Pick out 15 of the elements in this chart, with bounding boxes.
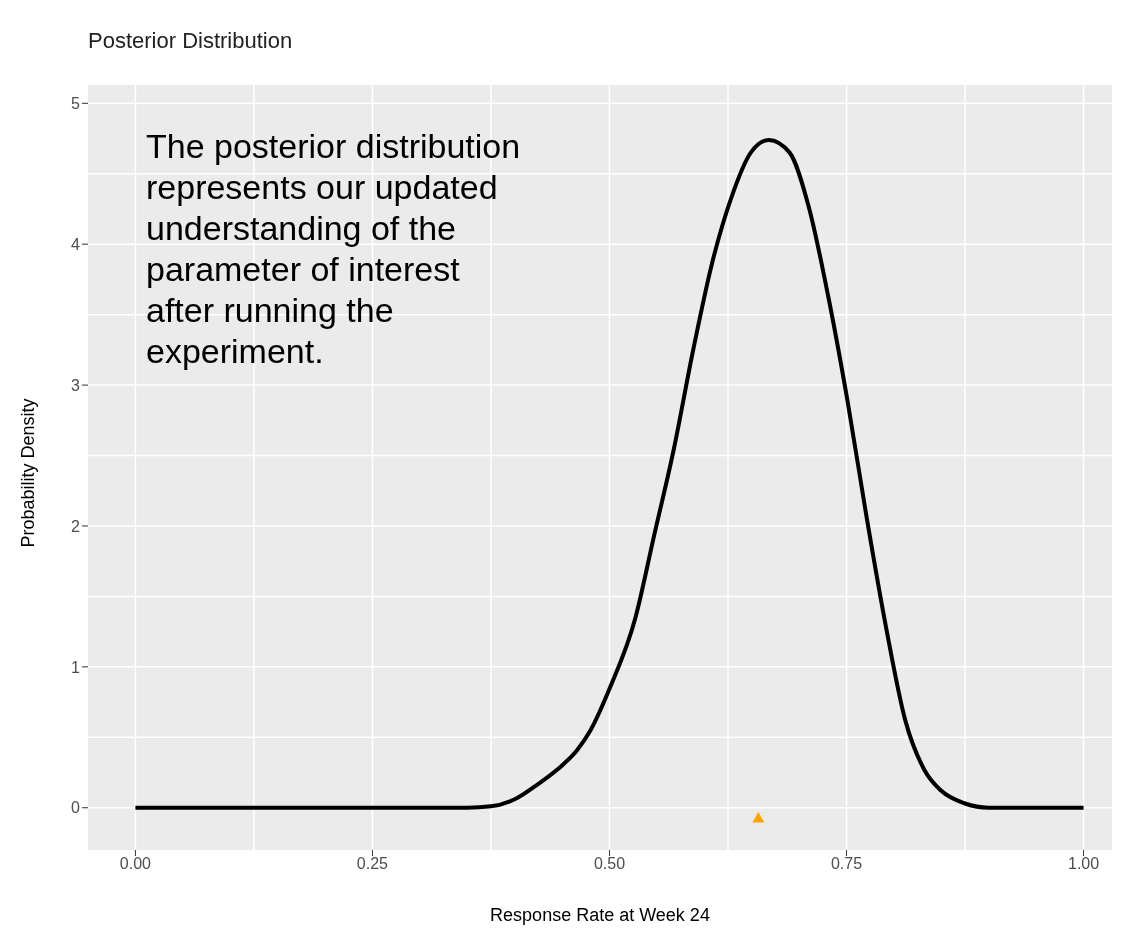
- y-axis-title: Probability Density: [18, 398, 39, 548]
- y-tick-label: 2: [71, 517, 81, 535]
- y-tick-label: 5: [71, 94, 81, 112]
- annotation: The posterior distribution represents our updated understanding of the parameter of interest after running the experiment.: [146, 126, 522, 372]
- x-tick-label: 0.00: [119, 855, 152, 873]
- y-tick-label: 3: [71, 376, 81, 394]
- x-axis-title: Response Rate at Week 24: [490, 905, 710, 925]
- y-tick-label: 0: [71, 799, 81, 817]
- x-tick-label: 0.50: [593, 855, 626, 873]
- x-tick-label: 0.25: [356, 855, 389, 873]
- x-tick-label: 0.75: [830, 855, 863, 873]
- x-tick-label: 1.00: [1067, 855, 1100, 873]
- y-tick-label: 1: [71, 658, 81, 676]
- y-tick-label: 4: [71, 235, 81, 253]
- chart-title: Posterior Distribution: [88, 28, 293, 54]
